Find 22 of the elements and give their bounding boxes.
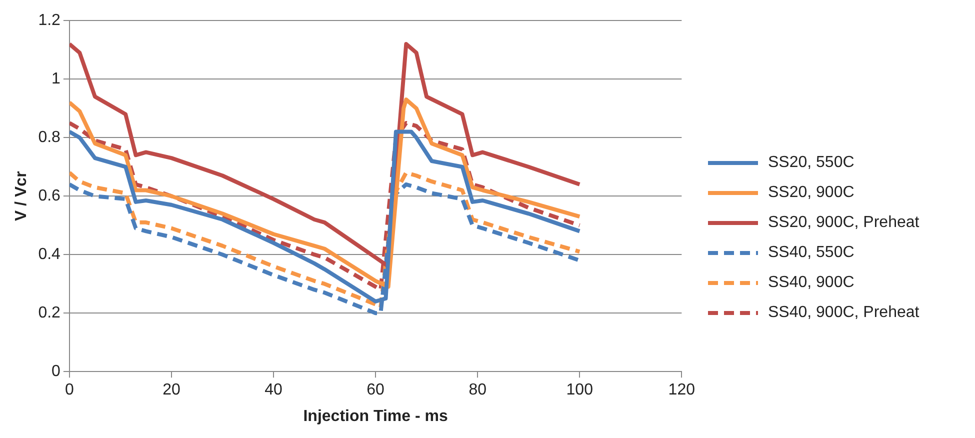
legend-label: SS20, 550C — [768, 154, 854, 172]
x-tick-label: 20 — [162, 382, 180, 399]
y-tick-label: 0 — [52, 363, 61, 380]
legend-label: SS40, 900C — [768, 274, 854, 292]
legend-label: SS20, 900C — [768, 184, 854, 202]
legend-label: SS20, 900C, Preheat — [768, 214, 920, 232]
x-tick-label: 40 — [264, 382, 283, 399]
x-axis-title: Injection Time - ms — [303, 408, 448, 425]
x-tick-label: 100 — [566, 382, 594, 399]
y-tick-label: 0.8 — [38, 129, 61, 146]
x-tick-label: 80 — [468, 382, 487, 399]
y-tick-label: 1 — [52, 70, 61, 88]
y-tick-label: 0.6 — [38, 188, 61, 205]
y-tick-label: 0.2 — [38, 304, 61, 322]
x-tick-label: 0 — [64, 382, 74, 399]
y-tick-label: 0.4 — [38, 246, 61, 264]
y-axis-title: V / Vcr — [13, 171, 30, 222]
legend-label: SS40, 900C, Preheat — [768, 304, 920, 322]
x-tick-label: 60 — [366, 382, 385, 399]
y-tick-label: 1.2 — [38, 12, 61, 30]
x-tick-label: 120 — [668, 382, 696, 399]
legend-label: SS40, 550C — [768, 244, 854, 262]
